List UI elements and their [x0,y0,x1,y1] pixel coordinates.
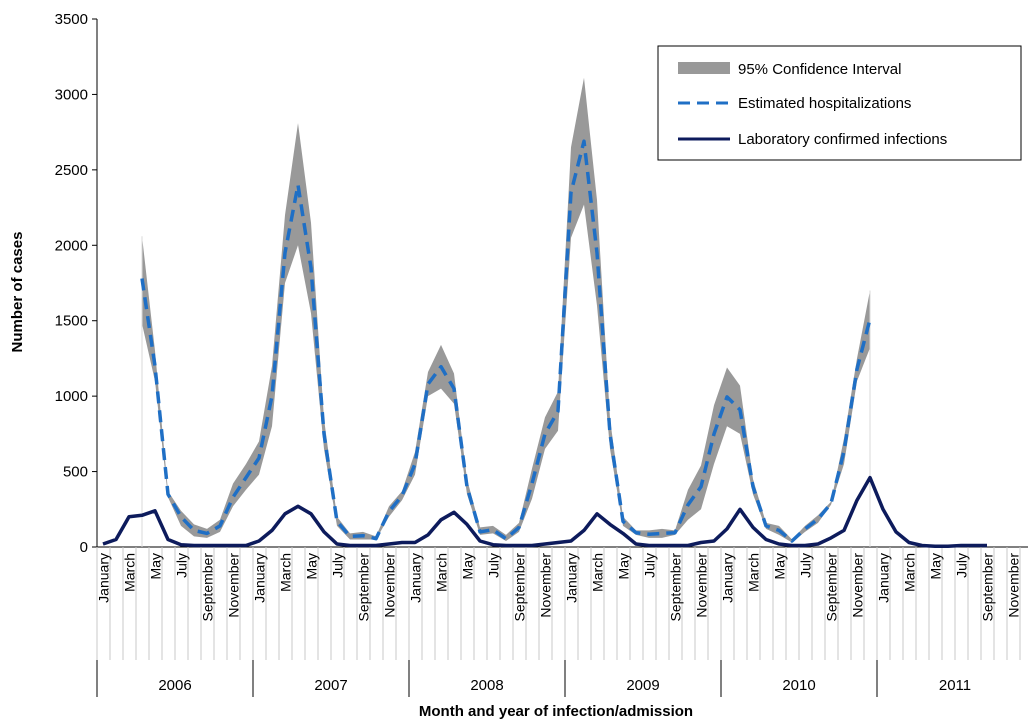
lab-confirmed-infections-line [102,475,987,548]
x-tick-label-month: November [1006,553,1022,618]
x-tick-label-month: November [538,553,554,618]
x-tick-label-month: September [824,553,840,622]
x-axis-month-ticks: January March May July September November Janu… [96,547,1022,660]
x-tick-label-month: July [174,553,190,578]
x-tick-label-year: 2008 [470,677,503,694]
legend-label-ci: 95% Confidence Interval [738,61,901,78]
x-tick-label-month: November [226,553,242,618]
x-tick-label-month: January [876,553,892,603]
x-tick-label-month: May [304,553,320,579]
x-tick-label-month: May [460,553,476,579]
x-tick-label-month: September [668,553,684,622]
x-tick-label-month: March [746,553,762,592]
x-tick-label-month: January [96,553,112,603]
x-tick-label-month: March [590,553,606,592]
x-tick-label-month: January [408,553,424,603]
y-axis-ticks: 0 500 1000 1500 2000 2500 3000 3500 [55,11,97,556]
y-axis-title: Number of cases [9,232,26,353]
x-tick-label-month: January [252,553,268,603]
x-tick-label-month: November [694,553,710,618]
x-tick-label-month: March [434,553,450,592]
plot-area [102,77,987,548]
ci-band [142,77,870,543]
x-tick-label-month: November [850,553,866,618]
x-tick-label-month: September [980,553,996,622]
x-tick-label-year: 2009 [626,677,659,694]
x-tick-label-month: July [330,553,346,578]
y-tick-label: 1500 [55,313,88,330]
legend: 95% Confidence Interval Estimated hospit… [657,45,1022,161]
x-tick-label-month: May [616,553,632,579]
x-tick-label-year: 2006 [158,677,191,694]
x-axis-year-groups: 2006 2007 2008 2009 2010 2011 [96,660,971,697]
x-tick-label-year: 2010 [782,677,815,694]
y-tick-label: 3000 [55,86,88,103]
x-tick-label-year: 2011 [939,677,971,694]
x-tick-label-month: May [148,553,164,579]
x-tick-label-month: September [200,553,216,622]
x-tick-label-month: January [720,553,736,603]
x-tick-label-month: July [486,553,502,578]
x-tick-label-year: 2007 [314,677,347,694]
x-tick-label-month: March [278,553,294,592]
legend-label-estimated: Estimated hospitalizations [738,95,911,112]
y-tick-label: 2500 [55,162,88,179]
y-tick-label: 0 [80,539,88,556]
legend-label-confirmed: Laboratory confirmed infections [738,131,947,148]
x-tick-label-month: September [512,553,528,622]
x-tick-label-month: July [642,553,658,578]
x-tick-label-month: September [356,553,372,622]
legend-swatch-ci [678,62,730,74]
x-tick-label-month: November [382,553,398,618]
y-tick-label: 3500 [55,11,88,28]
x-axis-title: Month and year of infection/admission [419,703,693,720]
x-tick-label-month: July [954,553,970,578]
x-tick-label-month: May [772,553,788,579]
x-tick-label-month: July [798,553,814,578]
x-tick-label-month: March [902,553,918,592]
estimated-hospitalizations-line [140,139,872,543]
x-tick-label-month: January [564,553,580,603]
y-tick-label: 1000 [55,388,88,405]
x-tick-label-month: May [928,553,944,579]
y-tick-label: 500 [63,464,88,481]
x-tick-label-month: March [122,553,138,592]
y-tick-label: 2000 [55,237,88,254]
